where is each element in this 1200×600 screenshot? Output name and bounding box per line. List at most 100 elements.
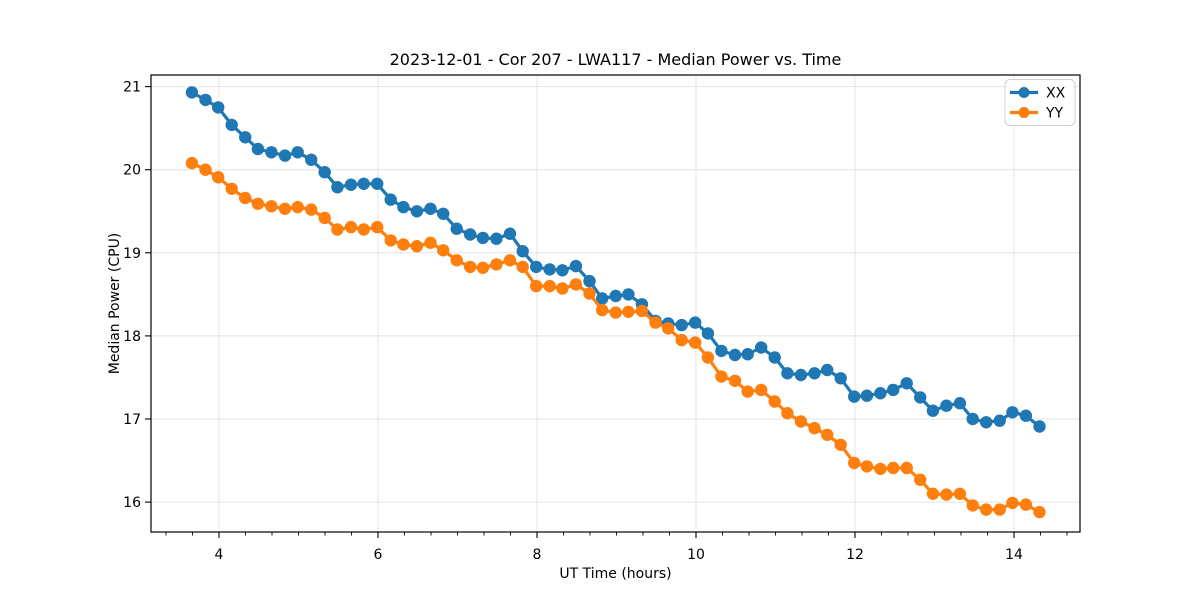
series-YY-point bbox=[490, 258, 503, 271]
series-YY-point bbox=[291, 200, 304, 214]
series-XX-point bbox=[357, 177, 370, 190]
series-YY-point bbox=[424, 236, 437, 249]
legend-label-XX: XX bbox=[1046, 86, 1066, 102]
series-YY-point bbox=[556, 282, 569, 295]
series-XX-point bbox=[980, 416, 993, 429]
series-YY-point bbox=[768, 395, 781, 408]
series-YY-point bbox=[953, 487, 967, 500]
series-YY-point bbox=[940, 488, 953, 501]
series-XX-point bbox=[305, 153, 318, 166]
series-YY-point bbox=[251, 197, 265, 210]
y-tick-label-18: 18 bbox=[123, 329, 141, 345]
series-YY-point bbox=[1033, 505, 1046, 519]
series-YY-point bbox=[450, 254, 463, 267]
series-XX-point bbox=[239, 131, 252, 144]
series-YY-point bbox=[808, 421, 821, 435]
series-YY-point bbox=[185, 156, 199, 170]
x-axis-label: UT Time (hours) bbox=[559, 566, 671, 582]
series-YY-point bbox=[609, 306, 622, 319]
legend: XX YY bbox=[1004, 79, 1076, 126]
series-YY-point bbox=[662, 322, 675, 335]
series-YY-point bbox=[900, 461, 913, 475]
series-XX-point bbox=[715, 344, 728, 358]
series-YY-point bbox=[516, 260, 529, 274]
series-XX-point bbox=[503, 227, 517, 240]
series-YY-point bbox=[649, 316, 662, 329]
series-XX-point bbox=[556, 264, 569, 277]
series-XX-point bbox=[887, 383, 900, 397]
series-XX-point bbox=[410, 205, 424, 218]
series-XX-point bbox=[490, 232, 503, 245]
series-XX-point bbox=[834, 372, 847, 385]
series-YY-point bbox=[834, 438, 847, 451]
series-XX-point bbox=[755, 341, 768, 354]
series-XX-point bbox=[1033, 420, 1046, 433]
series-XX-point bbox=[424, 202, 437, 215]
series-XX-point bbox=[225, 118, 238, 132]
series-YY-point bbox=[781, 407, 794, 420]
series-YY-point bbox=[821, 428, 834, 441]
series-YY-point bbox=[437, 244, 450, 257]
series-XX-point bbox=[993, 414, 1006, 427]
series-XX-point bbox=[185, 86, 199, 99]
series-YY-point bbox=[384, 234, 397, 247]
series-XX-point bbox=[966, 412, 979, 426]
series-XX-point bbox=[212, 101, 225, 114]
series-XX-point bbox=[318, 166, 331, 179]
series-YY-point bbox=[397, 238, 410, 251]
series-YY-point bbox=[848, 456, 861, 470]
series-XX-point bbox=[701, 327, 715, 340]
series-XX-point bbox=[675, 318, 688, 332]
series-XX-point bbox=[808, 367, 821, 380]
y-tick-label-17: 17 bbox=[123, 412, 141, 428]
series-YY-point bbox=[596, 303, 609, 317]
series-XX-point bbox=[199, 93, 212, 107]
series-XX-point bbox=[940, 399, 953, 412]
series-YY-point bbox=[530, 279, 543, 293]
y-tick-label-16: 16 bbox=[123, 495, 141, 511]
series-XX-point bbox=[1006, 406, 1019, 419]
series-YY-point bbox=[980, 503, 993, 516]
series-XX-point bbox=[583, 274, 596, 288]
series-YY-point bbox=[331, 223, 344, 236]
series-YY-point bbox=[344, 220, 358, 234]
series-YY-point bbox=[675, 333, 688, 347]
series-YY-point bbox=[583, 287, 596, 300]
tick-labels: 4 6 8 10 12 14 16 17 18 19 20 21 bbox=[123, 80, 1023, 563]
series-XX-point bbox=[278, 149, 292, 162]
series-XX-line bbox=[190, 90, 1042, 429]
y-axis-label: Median Power (CPU) bbox=[107, 233, 123, 375]
series-YY-point bbox=[476, 261, 490, 274]
series-XX-point bbox=[874, 387, 887, 400]
series-YY-point bbox=[966, 499, 979, 512]
series-XX-point bbox=[530, 260, 543, 274]
series-XX-point bbox=[781, 367, 794, 380]
plot-border bbox=[150, 74, 1081, 533]
series-XX-point bbox=[251, 142, 265, 156]
x-tick-label-6: 6 bbox=[374, 547, 383, 563]
series-YY-point bbox=[715, 370, 728, 383]
series-YY-point bbox=[993, 503, 1006, 516]
series-XX-point bbox=[543, 263, 556, 276]
series-YY-point bbox=[199, 163, 212, 176]
x-tick-label-8: 8 bbox=[533, 547, 542, 563]
series-XX-point bbox=[926, 404, 940, 417]
series-YY-point bbox=[860, 460, 874, 473]
series-YY-point bbox=[635, 304, 649, 318]
series-XX-point bbox=[569, 259, 583, 273]
x-tick-label-4: 4 bbox=[215, 547, 224, 563]
series-YY-point bbox=[701, 351, 715, 364]
series-YY-point bbox=[225, 182, 238, 195]
series-XX-point bbox=[622, 288, 635, 301]
series-XX-point bbox=[848, 390, 861, 403]
y-tick-label-19: 19 bbox=[123, 246, 141, 262]
series-XX-point bbox=[741, 348, 754, 361]
series-YY-point bbox=[887, 461, 900, 475]
series-XX-point bbox=[450, 222, 463, 235]
y-tick-label-21: 21 bbox=[123, 80, 141, 96]
series-YY-point bbox=[357, 223, 370, 236]
series-YY-point bbox=[926, 487, 940, 500]
series-XX-point bbox=[953, 397, 967, 410]
x-tick-label-14: 14 bbox=[1005, 547, 1023, 563]
